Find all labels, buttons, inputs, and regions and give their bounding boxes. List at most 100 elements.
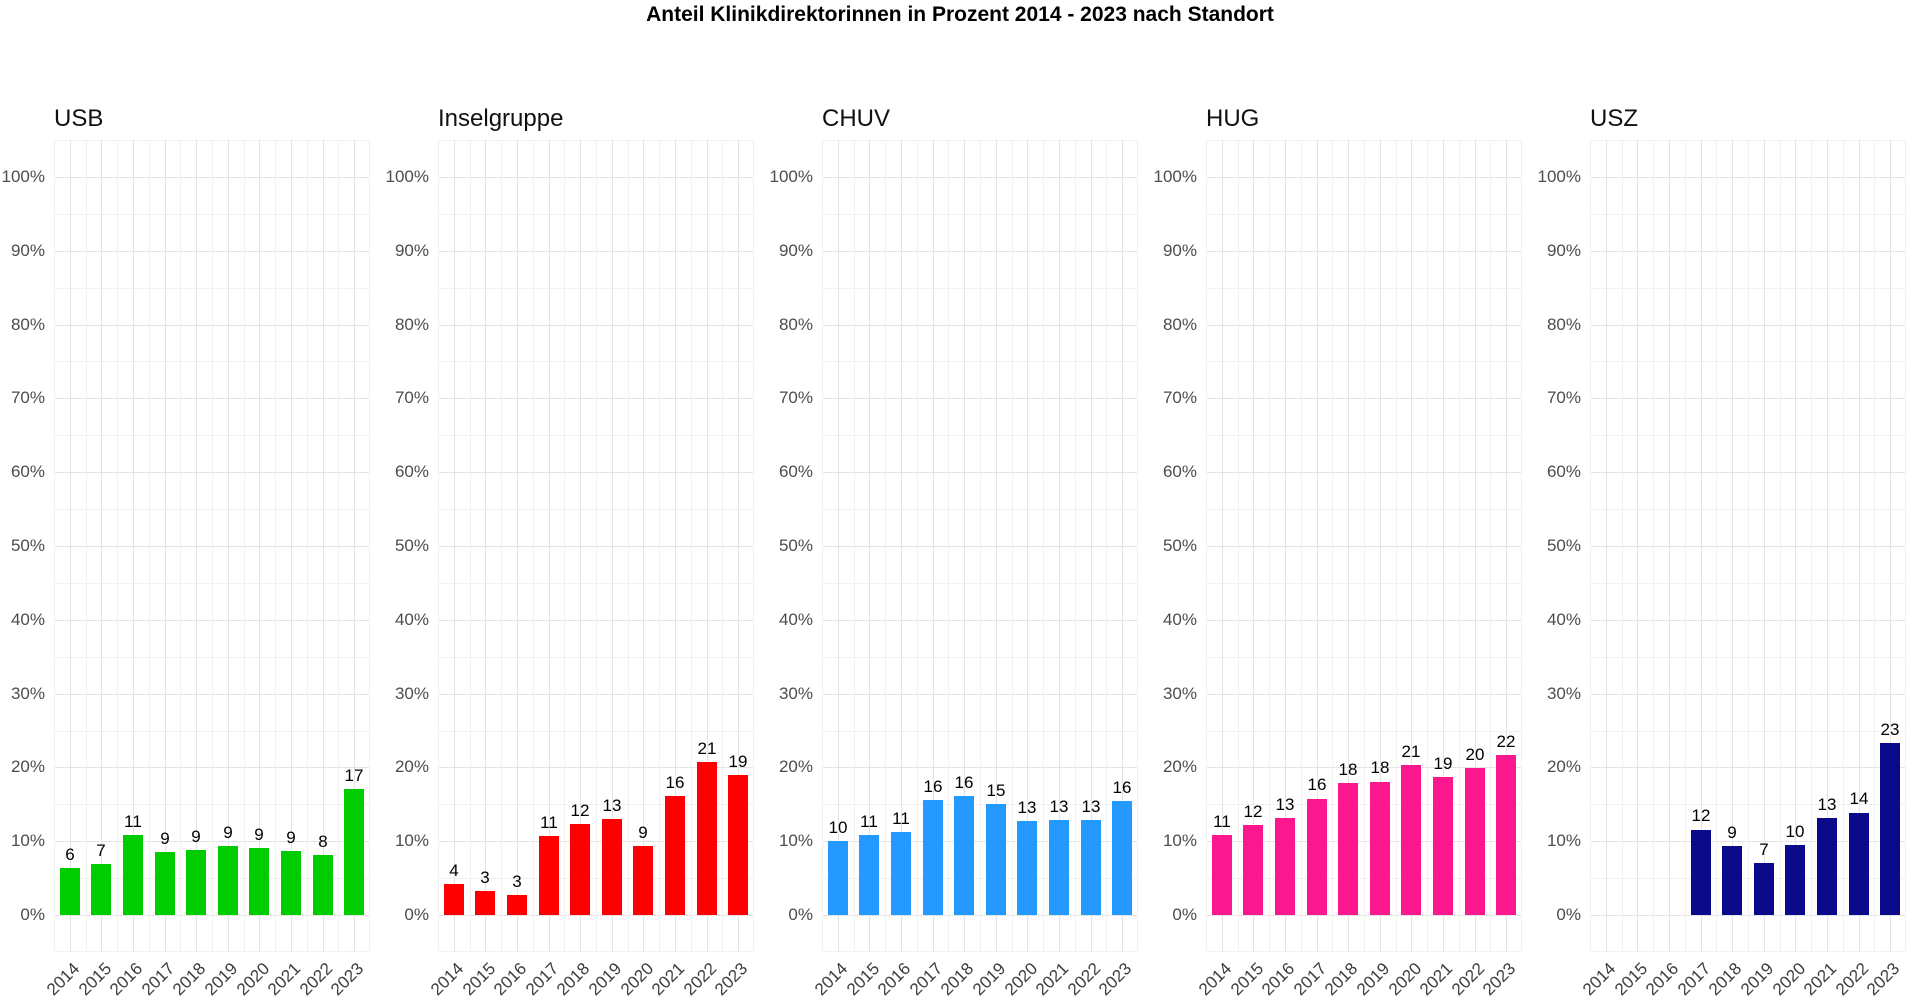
- x-tick-label-hug-2016: 2016: [1258, 959, 1299, 1000]
- y-tick-label-80: 80%: [1546, 314, 1581, 334]
- x-tick-label-hug-2023: 2023: [1479, 959, 1520, 1000]
- gridline-v-minor: [1843, 140, 1844, 952]
- gridline-v-minor: [244, 140, 245, 952]
- bar-value-label-usz-2018: 9: [1727, 823, 1737, 842]
- gridline-v-major: [1795, 140, 1796, 952]
- bar-inselgruppe-2020: [633, 846, 653, 916]
- y-tick-label-70: 70%: [10, 388, 45, 408]
- bar-usz-2018: [1722, 846, 1742, 916]
- gridline-v-major: [323, 140, 324, 952]
- gridline-v-minor: [1874, 140, 1875, 952]
- gridline-v-major: [291, 140, 292, 952]
- plot-row-chuv: 0% 10% 20% 30% 40% 50% 60% 70% 80% 90% 100% 10 11 11 1…: [768, 140, 1152, 952]
- x-tick-label-usb-2019: 2019: [201, 959, 242, 1000]
- bar-value-label-usz-2021: 13: [1817, 795, 1837, 814]
- gridline-v-major: [196, 140, 197, 952]
- y-tick-label-10: 10%: [1546, 831, 1581, 851]
- y-tick-label-0: 0%: [788, 905, 813, 925]
- gridline-v-minor: [54, 140, 55, 952]
- x-tick-label-chuv-2022: 2022: [1063, 959, 1105, 1000]
- gridline-v-minor: [1301, 140, 1302, 952]
- gridline-v-major: [1701, 140, 1702, 952]
- gridline-v-minor: [1590, 140, 1591, 952]
- gridline-v-minor: [1622, 140, 1623, 952]
- bar-hug-2022: [1465, 768, 1485, 916]
- bar-inselgruppe-2023: [728, 774, 748, 916]
- x-tick-label-chuv-2017: 2017: [905, 959, 947, 1000]
- y-tick-label-60: 60%: [1546, 462, 1581, 482]
- bar-usb-2018: [186, 850, 206, 916]
- gridline-v-major: [1475, 140, 1476, 952]
- bar-value-label-hug-2017: 16: [1307, 775, 1327, 794]
- gridline-v-minor: [1685, 140, 1686, 952]
- bar-inselgruppe-2014: [444, 884, 464, 916]
- y-tick-label-90: 90%: [1546, 240, 1581, 260]
- y-tick-label-60: 60%: [10, 462, 45, 482]
- gridline-v-minor: [1075, 140, 1076, 952]
- bar-usz-2019: [1754, 862, 1774, 916]
- gridline-v-minor: [1490, 140, 1491, 952]
- x-tick-label-chuv-2014: 2014: [811, 959, 852, 1000]
- gridline-v-minor: [1106, 140, 1107, 952]
- bar-usb-2016: [123, 835, 143, 916]
- bar-hug-2016: [1275, 818, 1295, 916]
- gridline-v-major: [707, 140, 708, 952]
- bar-value-label-inselgruppe-2020: 9: [638, 823, 648, 842]
- gridline-v-minor: [1043, 140, 1044, 952]
- bar-chuv-2023: [1112, 800, 1132, 916]
- y-tick-label-30: 30%: [1162, 683, 1197, 703]
- y-tick-label-10: 10%: [778, 831, 813, 851]
- gridline-v-minor: [1396, 140, 1397, 952]
- x-tick-label-usb-2021: 2021: [264, 959, 305, 1000]
- x-tick-label-usz-2021: 2021: [1800, 959, 1841, 1000]
- bar-value-label-inselgruppe-2023: 19: [728, 752, 748, 771]
- gridline-v-minor: [1905, 140, 1906, 952]
- y-tick-label-40: 40%: [778, 609, 813, 629]
- plot-area-usz: 12 9 7 10 13 14 23: [1590, 140, 1906, 952]
- x-tick-label-inselgruppe-2023: 2023: [711, 959, 752, 1000]
- gridline-v-minor: [1780, 140, 1781, 952]
- y-tick-label-20: 20%: [778, 757, 813, 777]
- x-tick-label-usb-2014: 2014: [43, 959, 84, 1000]
- gridline-v-major: [1827, 140, 1828, 952]
- bar-value-label-usb-2018: 9: [191, 827, 201, 846]
- x-tick-label-usb-2018: 2018: [169, 959, 210, 1000]
- bar-value-label-hug-2019: 18: [1370, 758, 1390, 777]
- gridline-v-major: [1285, 140, 1286, 952]
- y-tick-label-10: 10%: [10, 831, 45, 851]
- y-tick-label-70: 70%: [778, 388, 813, 408]
- x-axis-inselgruppe: 2014 2015 2016 2017 2018 2019 2020 2021 2022 2023: [427, 952, 754, 1002]
- gridline-v-major: [738, 140, 739, 952]
- gridline-v-minor: [1364, 140, 1365, 952]
- gridline-v-major: [101, 140, 102, 952]
- panel-usb: USB 0% 10% 20% 30% 40% 50% 60% 70% 80% 90% 100% 6 7 11…: [0, 103, 384, 1002]
- plot-row-usz: 0% 10% 20% 30% 40% 50% 60% 70% 80% 90% 100% 12 9 7 10 1…: [1536, 140, 1920, 952]
- y-tick-label-0: 0%: [20, 905, 45, 925]
- gridline-v-minor: [1427, 140, 1428, 952]
- bar-value-label-chuv-2021: 13: [1049, 797, 1069, 816]
- bar-inselgruppe-2022: [697, 761, 717, 915]
- bar-value-label-usb-2020: 9: [254, 825, 264, 844]
- gridline-v-major: [1317, 140, 1318, 952]
- x-tick-label-chuv-2016: 2016: [874, 959, 915, 1000]
- gridline-v-major: [996, 140, 997, 952]
- x-tick-label-chuv-2020: 2020: [1000, 959, 1041, 1000]
- bar-value-label-usz-2017: 12: [1691, 806, 1711, 825]
- gridline-v-minor: [596, 140, 597, 952]
- gridline-v-minor: [470, 140, 471, 952]
- bar-value-label-inselgruppe-2018: 12: [570, 801, 590, 820]
- bar-value-label-hug-2023: 22: [1496, 732, 1516, 751]
- y-tick-label-20: 20%: [1546, 757, 1581, 777]
- x-tick-label-usz-2023: 2023: [1863, 959, 1904, 1000]
- panel-title-chuv: CHUV: [822, 105, 891, 132]
- x-tick-label-hug-2019: 2019: [1353, 959, 1394, 1000]
- bar-value-label-chuv-2023: 16: [1112, 778, 1132, 797]
- gridline-v-minor: [369, 140, 370, 952]
- bar-value-label-chuv-2022: 13: [1081, 797, 1101, 816]
- x-tick-label-hug-2014: 2014: [1195, 959, 1236, 1000]
- gridline-v-minor: [854, 140, 855, 952]
- y-tick-label-40: 40%: [1546, 609, 1581, 629]
- x-tick-label-usz-2016: 2016: [1642, 959, 1683, 1000]
- x-tick-label-chuv-2015: 2015: [842, 959, 883, 1000]
- bar-value-label-inselgruppe-2016: 3: [512, 872, 522, 891]
